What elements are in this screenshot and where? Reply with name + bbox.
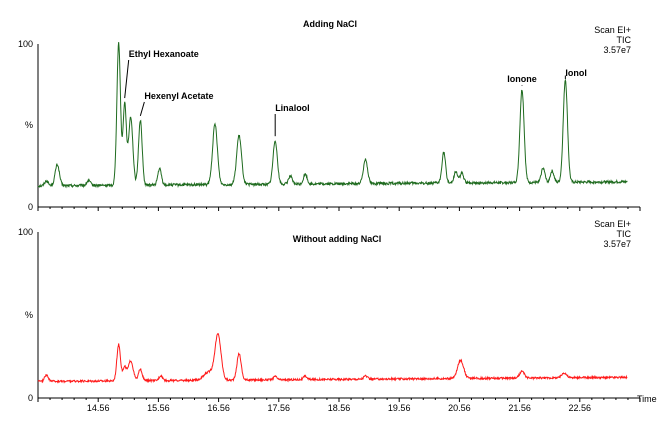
panel-2-x-tick-labels: 14.56 15.56 16.56 17.56 18.56 19.56 20.56 21.56… — [87, 403, 591, 413]
annotation-leader — [139, 101, 145, 117]
x-tick-label: 15.56 — [147, 403, 170, 413]
panel-2-scan-intensity: 3.57e7 — [603, 239, 631, 249]
panel-1-ytick-pct: % — [25, 120, 33, 130]
panel-1-trace — [37, 42, 628, 189]
panel-2-title: Without adding NaCl — [293, 234, 381, 244]
peak-annotation: Ethyl Hexanoate — [129, 49, 199, 59]
x-tick-label: 16.56 — [207, 403, 230, 413]
annotation-leader — [124, 59, 130, 99]
panel-2-scan-type: Scan EI+ — [594, 219, 631, 229]
panel-1-scan-intensity: 3.57e7 — [603, 45, 631, 55]
panel-without-nacl: Without adding NaCl Scan EI+ TIC 3.57e7 … — [18, 219, 657, 413]
panel-2-scan-tic: TIC — [617, 229, 632, 239]
x-tick-label: 14.56 — [87, 403, 110, 413]
panel-2-trace — [37, 333, 628, 384]
panel-2-x-ticks — [37, 398, 641, 402]
peak-annotation: Ionol — [565, 68, 587, 78]
x-tick-label: 19.56 — [388, 403, 411, 413]
panel-1-x-ticks — [37, 207, 641, 211]
panel-1-scan-tic: TIC — [617, 35, 632, 45]
panel-2-x-axis-label: Time — [637, 394, 657, 404]
panel-1-ytick-100: 100 — [18, 39, 33, 49]
panel-2-ytick-pct: % — [25, 310, 33, 320]
panel-1-title: Adding NaCl — [303, 19, 357, 29]
peak-annotation: Ionone — [507, 74, 537, 84]
x-tick-label: 17.56 — [268, 403, 291, 413]
panel-1-ytick-0: 0 — [28, 202, 33, 212]
panel-1-annotations: Ethyl Hexanoate Hexenyl Acetate Linalool Io… — [124, 49, 587, 137]
panel-2-ytick-100: 100 — [18, 227, 33, 237]
panel-2-ytick-0: 0 — [28, 393, 33, 403]
x-tick-label: 20.56 — [448, 403, 471, 413]
peak-annotation: Hexenyl Acetate — [144, 91, 213, 101]
panel-adding-nacl: Adding NaCl Scan EI+ TIC 3.57e7 100 % 0 … — [18, 19, 641, 212]
peak-annotation: Linalool — [275, 103, 310, 113]
x-tick-label: 21.56 — [508, 403, 531, 413]
x-tick-label: 22.56 — [569, 403, 592, 413]
panel-1-scan-type: Scan EI+ — [594, 25, 631, 35]
x-tick-label: 18.56 — [328, 403, 351, 413]
